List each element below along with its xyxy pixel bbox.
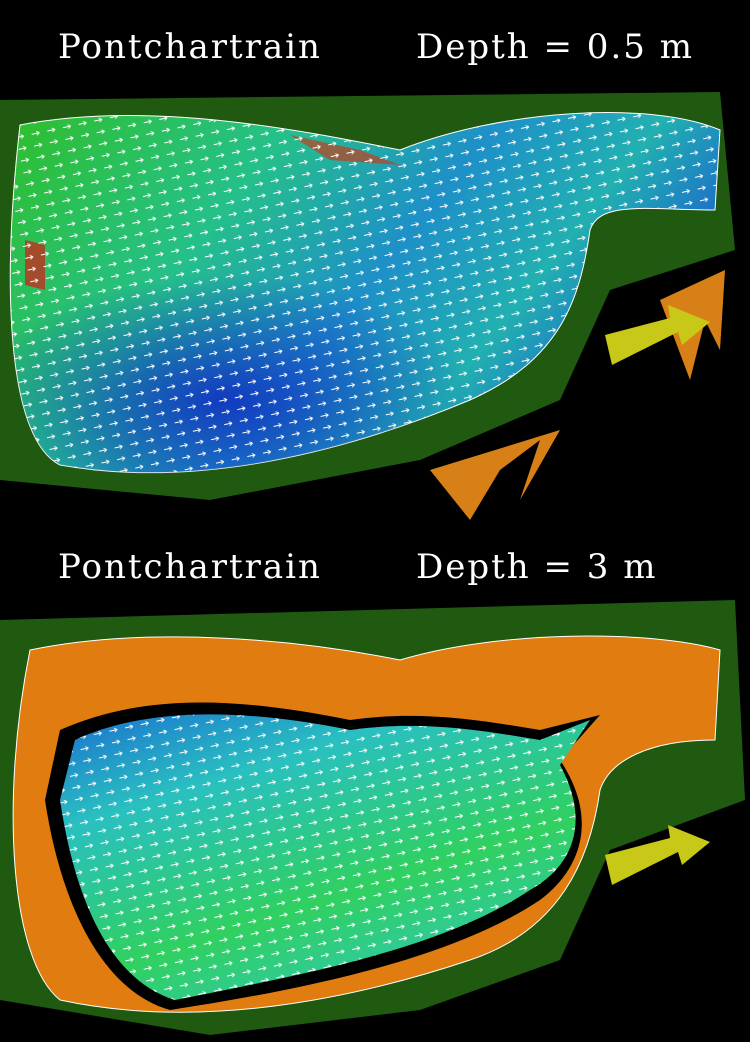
depth-label: Depth = 0.5 m <box>416 27 694 67</box>
wind-arrow <box>605 305 710 365</box>
terrain <box>430 430 560 520</box>
velocity-field <box>10 112 721 473</box>
panel-title: Pontchartrain <box>58 27 322 67</box>
depth-label: Depth = 3 m <box>416 547 658 587</box>
wind-arrow <box>605 825 710 885</box>
panel-1: Pontchartrain Depth = 0.5 m <box>0 27 735 520</box>
panel-2: Pontchartrain Depth = 3 m <box>0 547 745 1035</box>
velocity-field <box>60 714 590 1000</box>
panel-title: Pontchartrain <box>58 547 322 587</box>
